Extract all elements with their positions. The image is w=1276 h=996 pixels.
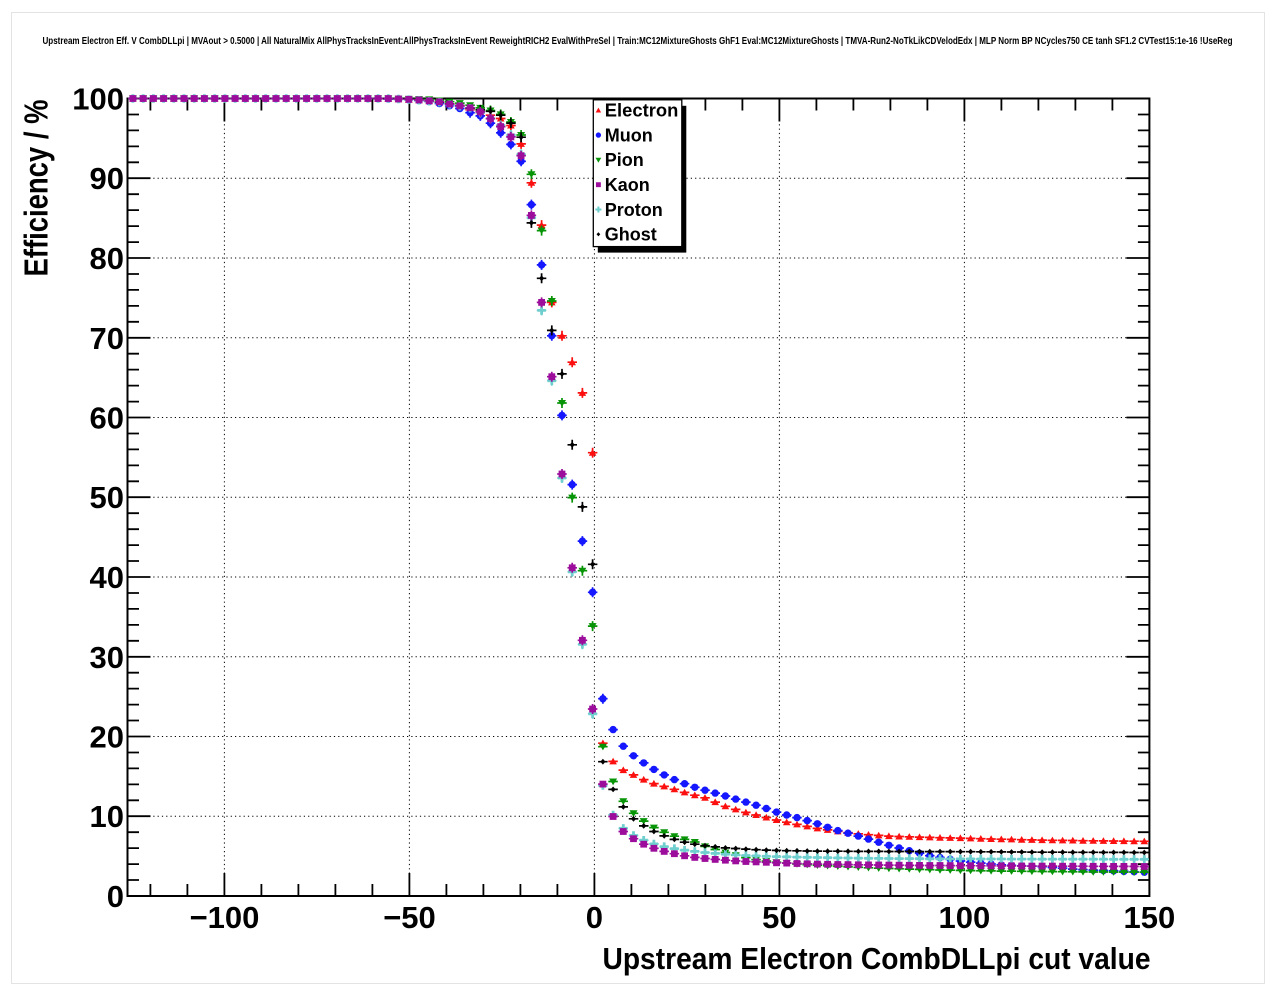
svg-text:50: 50 (90, 480, 124, 515)
svg-text:0: 0 (586, 900, 603, 935)
svg-text:80: 80 (90, 241, 124, 276)
svg-text:70: 70 (90, 321, 124, 356)
svg-text:Upstream Electron Eff. V CombD: Upstream Electron Eff. V CombDLLpi | MVA… (43, 35, 1233, 47)
svg-text:100: 100 (72, 82, 124, 117)
svg-text:Electron: Electron (605, 101, 679, 121)
svg-text:20: 20 (90, 720, 124, 755)
svg-text:150: 150 (1124, 900, 1176, 935)
svg-text:Muon: Muon (605, 125, 653, 145)
svg-text:100: 100 (939, 900, 991, 935)
svg-text:−50: −50 (383, 900, 436, 935)
svg-text:Ghost: Ghost (605, 225, 657, 245)
svg-text:10: 10 (90, 799, 124, 834)
svg-text:Efficiency / %: Efficiency / % (18, 100, 55, 277)
svg-text:40: 40 (90, 560, 124, 595)
svg-text:Proton: Proton (605, 200, 663, 220)
svg-text:Kaon: Kaon (605, 175, 650, 195)
svg-text:30: 30 (90, 640, 124, 675)
svg-text:50: 50 (762, 900, 796, 935)
svg-text:90: 90 (90, 161, 124, 196)
svg-text:Pion: Pion (605, 150, 644, 170)
svg-text:−100: −100 (189, 900, 259, 935)
svg-text:60: 60 (90, 401, 124, 436)
svg-text:Upstream Electron CombDLLpi cu: Upstream Electron CombDLLpi cut value (603, 941, 1151, 976)
svg-text:0: 0 (107, 879, 124, 914)
